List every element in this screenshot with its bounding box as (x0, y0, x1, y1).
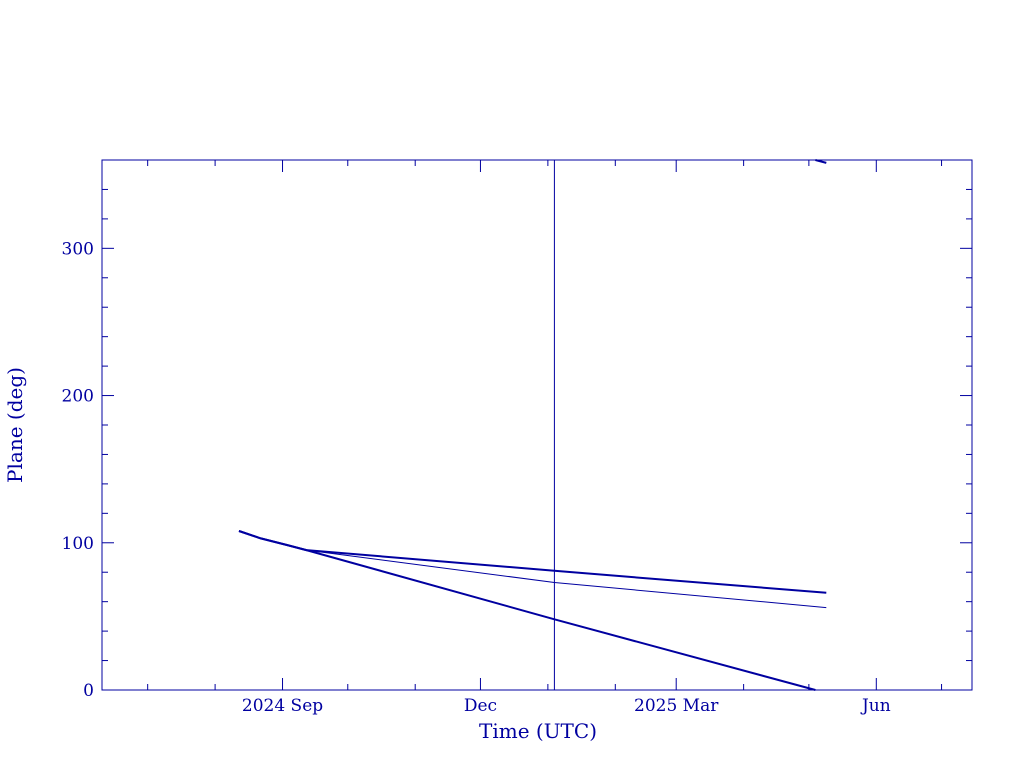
x-axis-title: Time (UTC) (479, 719, 597, 743)
plot-frame (101, 159, 973, 691)
y-tick-label: 100 (62, 534, 94, 554)
x-tick-label: 2025 Mar (634, 696, 719, 716)
x-tick-label: 2024 Sep (242, 696, 323, 716)
series-line-3 (238, 530, 816, 691)
x-tick-label: Jun (860, 696, 891, 716)
plot-area (238, 159, 827, 691)
y-tick-label: 0 (83, 681, 94, 701)
x-tick-label: Dec (464, 696, 497, 716)
axes: 0 100 200 300 2024 Sep Dec 2025 Mar Jun (62, 159, 973, 716)
series-line-1 (238, 530, 827, 594)
y-axis-title: Plane (deg) (3, 367, 27, 483)
y-tick-label: 300 (62, 239, 94, 259)
y-tick-label: 200 (62, 387, 94, 407)
